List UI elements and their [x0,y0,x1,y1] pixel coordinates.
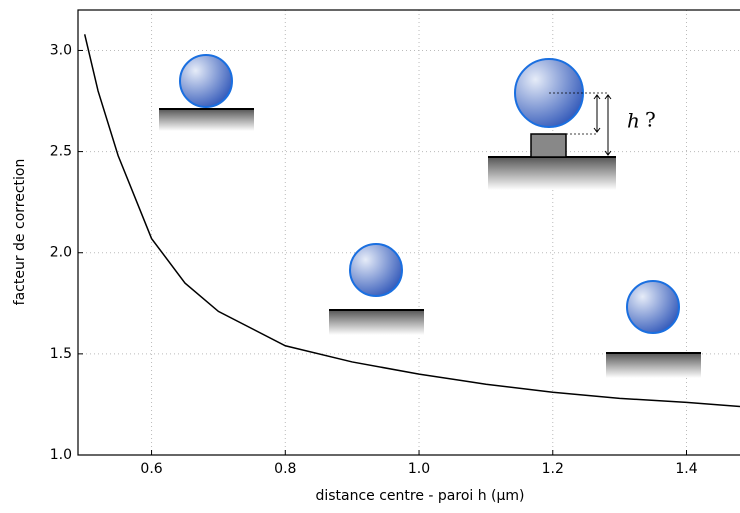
y-tick-label: 2.0 [50,245,72,261]
x-axis-label: distance centre - paroi h (μm) [315,488,524,504]
x-tick-label: 0.8 [274,461,296,477]
x-tick-label: 1.0 [408,461,430,477]
x-tick-label: 0.6 [140,461,162,477]
axes-frame [77,9,740,456]
y-axis-label: facteur de correction [12,159,28,306]
y-tick-label: 2.5 [50,144,72,160]
illustrations [159,54,701,378]
y-tick-label: 1.0 [50,447,72,463]
x-tick-label: 1.2 [542,461,564,477]
curve [83,34,740,408]
y-tick-label: 3.0 [50,42,72,58]
x-tick-label: 1.4 [675,461,697,477]
annotation: ? [645,108,656,132]
annotation: h [627,109,640,133]
grid [78,10,740,456]
y-tick-label: 1.5 [50,346,72,362]
